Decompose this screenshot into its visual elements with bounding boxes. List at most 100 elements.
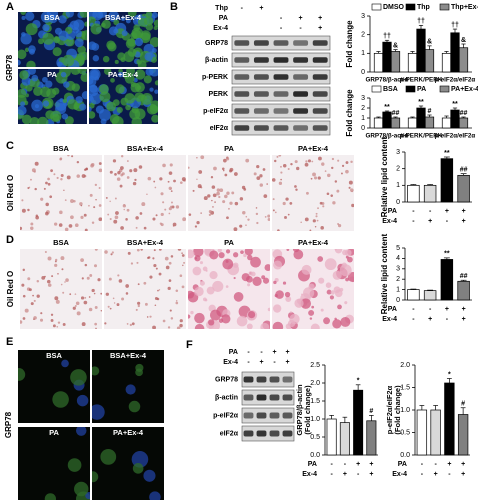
- significance-label: ##: [460, 273, 468, 280]
- cell: [137, 17, 148, 27]
- bar: [407, 117, 418, 129]
- cell: [80, 51, 87, 61]
- cell: [114, 173, 117, 176]
- image-label: BSA+Ex-4: [110, 351, 147, 360]
- cell: [194, 225, 198, 228]
- condition-sign: -: [247, 349, 250, 356]
- significance-label: #: [428, 108, 432, 115]
- cell: [28, 186, 31, 189]
- cell: [273, 159, 277, 163]
- cell: [18, 105, 27, 116]
- cell: [273, 280, 277, 285]
- cell: [34, 161, 39, 166]
- blot-band: [256, 412, 267, 419]
- cell: [226, 216, 229, 220]
- cell: [233, 227, 238, 231]
- cell: [221, 314, 231, 324]
- cell: [92, 366, 100, 376]
- cell: [113, 28, 119, 34]
- cell: [52, 47, 62, 57]
- cell: [285, 296, 292, 302]
- cell: [260, 322, 270, 329]
- cell: [92, 55, 100, 62]
- cell: [149, 87, 154, 92]
- cell: [125, 38, 137, 49]
- significance-label: **: [384, 104, 390, 111]
- cell: [75, 427, 87, 436]
- cell: [203, 196, 208, 201]
- row-name: PA: [388, 208, 397, 215]
- cell: [223, 158, 227, 163]
- cell: [86, 276, 90, 280]
- band-name: β-actin: [205, 57, 228, 64]
- bar: [407, 184, 420, 203]
- micrograph: [89, 12, 158, 67]
- legend-label: PA: [417, 86, 426, 93]
- bar: [423, 290, 437, 301]
- row-sign: +: [462, 218, 466, 225]
- cell: [167, 286, 171, 290]
- cell: [111, 251, 114, 254]
- cell: [219, 188, 224, 193]
- cell: [120, 226, 124, 230]
- cell: [101, 19, 111, 29]
- cell: [46, 279, 51, 284]
- cell: [155, 267, 158, 270]
- blot-band: [312, 108, 328, 114]
- bar: [407, 289, 420, 301]
- cell: [35, 214, 39, 218]
- cell: [222, 258, 234, 270]
- bar: [458, 47, 469, 73]
- cell: [225, 249, 231, 254]
- row-sign: -: [421, 471, 424, 478]
- cell: [104, 250, 108, 254]
- cell: [21, 114, 32, 124]
- cell: [105, 292, 109, 296]
- cell: [124, 93, 136, 104]
- cell: [125, 218, 128, 221]
- y-tick-label: 0.0: [400, 452, 410, 459]
- cell: [339, 287, 344, 292]
- cell: [294, 298, 304, 308]
- cell: [154, 89, 158, 94]
- panel-label: A: [6, 1, 14, 13]
- cell: [135, 226, 138, 229]
- micrograph-bg: [20, 155, 102, 231]
- image-label: BSA+Ex-4: [105, 13, 142, 22]
- cell: [58, 15, 67, 24]
- micrograph: [104, 155, 186, 231]
- cell: [98, 168, 102, 173]
- cell: [62, 322, 66, 326]
- cell: [108, 277, 112, 281]
- cell: [44, 27, 49, 32]
- cell: [183, 261, 186, 264]
- image-label: BSA: [46, 351, 62, 360]
- bar: [424, 116, 435, 129]
- cell: [84, 296, 87, 299]
- cell: [71, 155, 74, 158]
- cell: [89, 75, 97, 88]
- cell: [47, 182, 51, 186]
- blot-band: [234, 91, 250, 97]
- blot-band: [282, 376, 293, 383]
- cell: [100, 448, 117, 465]
- cell: [59, 210, 63, 215]
- blot-band: [273, 74, 289, 80]
- cell: [71, 83, 80, 92]
- cell: [225, 285, 229, 288]
- y-axis-label: (Fold change): [393, 385, 402, 435]
- bar: [382, 41, 392, 73]
- cell: [214, 201, 216, 203]
- cell: [40, 312, 43, 315]
- row-sign: +: [462, 316, 466, 323]
- row-name: PA: [398, 461, 407, 468]
- cell: [259, 183, 263, 187]
- cell: [20, 12, 27, 16]
- cell: [181, 254, 185, 257]
- cell: [20, 226, 23, 231]
- condition-sign: +: [285, 349, 289, 356]
- cell: [98, 217, 102, 222]
- row-sign: +: [369, 461, 373, 468]
- cell: [30, 226, 34, 231]
- cell: [212, 280, 224, 292]
